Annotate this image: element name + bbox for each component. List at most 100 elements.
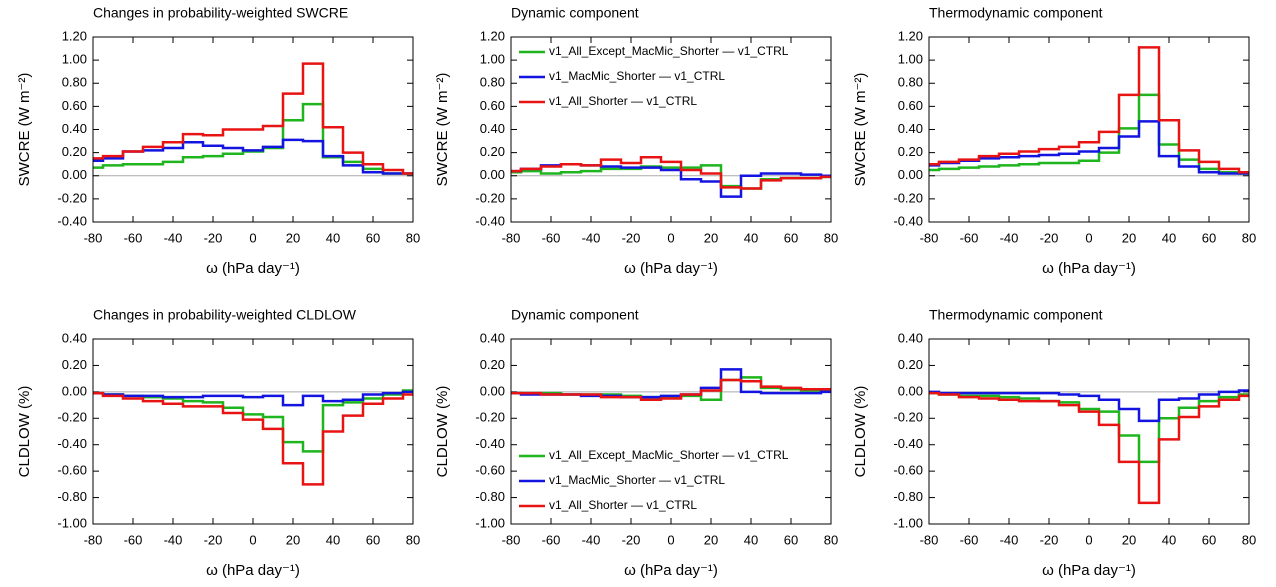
x-tick-label: 60	[1202, 230, 1216, 245]
x-tick-label: -20	[1040, 230, 1059, 245]
plot-frame	[92, 338, 414, 525]
plot-frame	[928, 338, 1250, 525]
y-tick-label: 0.20	[480, 144, 505, 159]
x-tick-label: -80	[920, 230, 939, 245]
x-tick-label: -20	[622, 532, 641, 547]
x-tick-label: 0	[1085, 532, 1092, 547]
x-axis-label: ω (hPa day⁻¹)	[624, 562, 718, 579]
y-tick-label: 0.20	[898, 357, 923, 372]
y-axis-label: SWCRE (W m⁻²)	[434, 73, 451, 187]
x-tick-label: -60	[960, 532, 979, 547]
x-tick-label: 0	[249, 532, 256, 547]
x-tick-label: -40	[582, 230, 601, 245]
x-tick-label: 60	[784, 532, 798, 547]
y-tick-label: 0.60	[898, 98, 923, 113]
step-line	[511, 162, 831, 198]
x-tick-label: 20	[286, 532, 300, 547]
y-tick-label: -0.20	[57, 190, 87, 205]
y-tick-label: -0.20	[57, 410, 87, 425]
y-axis-label: SWCRE (W m⁻²)	[852, 73, 869, 187]
legend-label: v1_MacMic_Shorter — v1_CTRL	[549, 69, 725, 83]
y-tick-label: 0.00	[62, 383, 87, 398]
y-tick-label: -0.60	[57, 463, 87, 478]
x-tick-label: 80	[824, 230, 838, 245]
x-tick-label: 60	[1202, 532, 1216, 547]
x-axis-label: ω (hPa day⁻¹)	[206, 260, 300, 277]
x-tick-label: 20	[704, 230, 718, 245]
plot-frame	[510, 36, 832, 223]
x-axis-label: ω (hPa day⁻¹)	[1042, 260, 1136, 277]
x-tick-label: 0	[249, 230, 256, 245]
y-tick-label: -0.40	[893, 436, 923, 451]
plot-frame	[92, 36, 414, 223]
y-tick-label: 0.00	[898, 167, 923, 182]
x-tick-label: -80	[84, 230, 103, 245]
x-tick-label: 20	[704, 532, 718, 547]
panel-title: Changes in probability-weighted SWCRE	[93, 5, 348, 21]
y-tick-label: -1.00	[893, 515, 923, 530]
y-tick-label: -0.20	[475, 410, 505, 425]
y-tick-label: 0.00	[62, 167, 87, 182]
y-tick-label: -0.40	[475, 436, 505, 451]
y-tick-label: -1.00	[57, 515, 87, 530]
y-tick-label: -0.40	[475, 213, 505, 228]
plot-frame	[928, 36, 1250, 223]
y-tick-label: 0.80	[480, 75, 505, 90]
y-tick-label: -0.40	[893, 213, 923, 228]
x-tick-label: 20	[1122, 230, 1136, 245]
y-tick-label: -0.20	[893, 190, 923, 205]
x-tick-label: -60	[960, 230, 979, 245]
y-tick-label: 1.00	[62, 52, 87, 67]
y-tick-label: 1.20	[898, 28, 923, 43]
y-tick-label: 0.60	[62, 98, 87, 113]
x-tick-label: 0	[667, 230, 674, 245]
x-tick-label: -20	[204, 532, 223, 547]
panel-title: Dynamic component	[511, 5, 639, 21]
y-tick-label: 0.40	[480, 121, 505, 136]
x-tick-label: 40	[326, 532, 340, 547]
x-tick-label: 80	[1242, 532, 1256, 547]
x-tick-label: 60	[366, 532, 380, 547]
y-tick-label: 1.20	[480, 28, 505, 43]
y-tick-label: -0.60	[475, 463, 505, 478]
x-tick-label: 40	[1162, 532, 1176, 547]
x-tick-label: -40	[582, 532, 601, 547]
panel-title: Thermodynamic component	[929, 307, 1103, 323]
panel-title: Thermodynamic component	[929, 5, 1103, 21]
y-tick-label: 0.00	[480, 167, 505, 182]
y-axis-label: SWCRE (W m⁻²)	[16, 73, 33, 187]
x-tick-label: -20	[204, 230, 223, 245]
x-tick-label: 80	[406, 532, 420, 547]
legend-label: v1_All_Shorter — v1_CTRL	[549, 498, 697, 512]
y-tick-label: 0.40	[62, 121, 87, 136]
x-tick-label: -80	[84, 532, 103, 547]
y-tick-label: 0.00	[480, 383, 505, 398]
legend-label: v1_MacMic_Shorter — v1_CTRL	[549, 473, 725, 487]
step-line	[511, 378, 831, 402]
x-tick-label: 80	[1242, 230, 1256, 245]
x-tick-label: -20	[1040, 532, 1059, 547]
x-tick-label: 0	[667, 532, 674, 547]
y-tick-label: 0.80	[898, 75, 923, 90]
x-tick-label: -40	[164, 532, 183, 547]
step-line	[929, 391, 1249, 505]
step-line	[93, 390, 413, 407]
step-line	[929, 389, 1249, 423]
y-tick-label: 1.00	[898, 52, 923, 67]
x-tick-label: -60	[124, 230, 143, 245]
y-tick-label: -0.20	[475, 190, 505, 205]
x-tick-label: 40	[1162, 230, 1176, 245]
x-tick-label: -60	[542, 230, 561, 245]
x-tick-label: -40	[164, 230, 183, 245]
x-tick-label: -80	[920, 532, 939, 547]
step-line	[929, 391, 1249, 464]
y-axis-label: CLDLOW (%)	[16, 386, 33, 478]
x-tick-label: 0	[1085, 230, 1092, 245]
y-tick-label: -0.60	[893, 463, 923, 478]
step-line	[93, 62, 413, 175]
x-tick-label: -20	[622, 230, 641, 245]
y-axis-label: CLDLOW (%)	[434, 386, 451, 478]
y-tick-label: 1.00	[480, 52, 505, 67]
x-axis-label: ω (hPa day⁻¹)	[1042, 562, 1136, 579]
